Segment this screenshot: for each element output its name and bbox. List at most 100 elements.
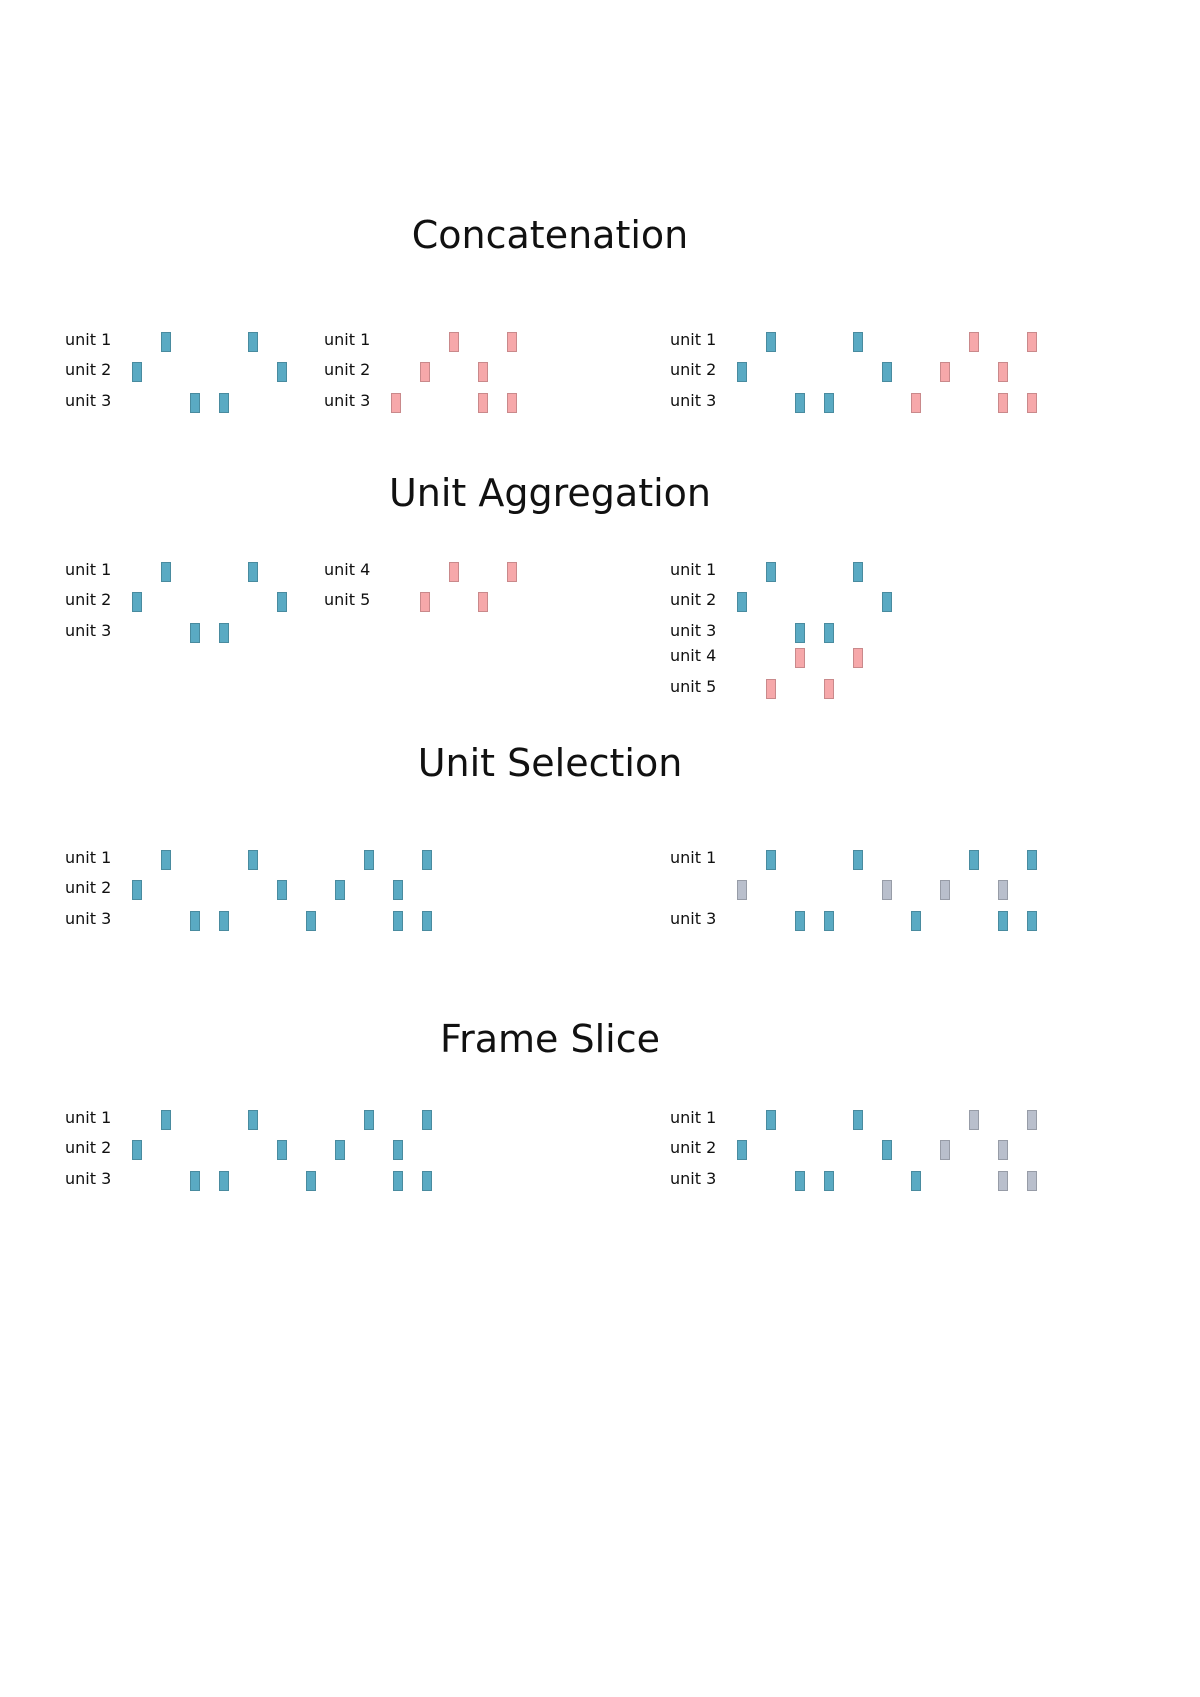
unit-label: unit 5 [670, 677, 717, 696]
spike-mark [449, 332, 459, 352]
spike-mark [277, 362, 287, 382]
spike-mark [824, 911, 834, 931]
spike-mark [882, 1140, 892, 1160]
unit-label: unit 1 [324, 330, 371, 349]
spike-mark [911, 1171, 921, 1191]
spike-mark [219, 623, 229, 643]
spike-mark [219, 911, 229, 931]
spike-mark [422, 911, 432, 931]
spike-mark [1027, 332, 1037, 352]
section-title: Frame Slice [440, 1017, 660, 1061]
unit-label: unit 3 [65, 1169, 112, 1188]
spike-mark [766, 1110, 776, 1130]
masked-spike [882, 880, 892, 900]
spike-mark [824, 679, 834, 699]
spike-mark [853, 1110, 863, 1130]
masked-spike [1027, 1110, 1037, 1130]
spike-mark [132, 880, 142, 900]
spike-mark [219, 1171, 229, 1191]
unit-label: unit 2 [324, 360, 371, 379]
spike-mark [911, 393, 921, 413]
masked-spike [940, 1140, 950, 1160]
spike-mark [1027, 393, 1037, 413]
spike-mark [766, 850, 776, 870]
unit-label: unit 1 [65, 848, 112, 867]
spike-mark [795, 911, 805, 931]
spike-mark [940, 362, 950, 382]
spike-mark [422, 1171, 432, 1191]
section-title: Concatenation [411, 213, 689, 257]
spike-mark [478, 362, 488, 382]
unit-label: unit 3 [670, 909, 717, 928]
spike-mark [824, 1171, 834, 1191]
spike-mark [248, 562, 258, 582]
spike-mark [853, 562, 863, 582]
spike-mark [306, 911, 316, 931]
spike-mark [161, 562, 171, 582]
unit-label: unit 2 [670, 1138, 717, 1157]
spike-mark [306, 1171, 316, 1191]
spike-mark [737, 592, 747, 612]
spike-mark [161, 332, 171, 352]
spike-mark [853, 648, 863, 668]
unit-label: unit 5 [324, 590, 371, 609]
spike-mark [795, 623, 805, 643]
unit-label: unit 1 [65, 330, 112, 349]
spike-mark [911, 911, 921, 931]
spike-mark [969, 332, 979, 352]
unit-label: unit 3 [670, 391, 717, 410]
unit-label: unit 2 [65, 590, 112, 609]
spike-mark [190, 623, 200, 643]
spike-mark [277, 880, 287, 900]
unit-label: unit 4 [324, 560, 371, 579]
masked-spike [998, 880, 1008, 900]
unit-label: unit 2 [65, 360, 112, 379]
spike-mark [478, 592, 488, 612]
spike-mark [393, 911, 403, 931]
spike-mark [507, 393, 517, 413]
spike-mark [795, 648, 805, 668]
spike-mark [248, 850, 258, 870]
spike-mark [766, 679, 776, 699]
unit-label: unit 3 [65, 391, 112, 410]
spike-mark [737, 362, 747, 382]
spike-mark [795, 1171, 805, 1191]
spike-mark [998, 911, 1008, 931]
spike-mark [737, 1140, 747, 1160]
spike-mark [1027, 911, 1037, 931]
spike-mark [420, 362, 430, 382]
spike-mark [277, 592, 287, 612]
spike-mark [824, 393, 834, 413]
spike-mark [507, 562, 517, 582]
masked-spike [1027, 1171, 1037, 1191]
spike-mark [824, 623, 834, 643]
masked-spike [969, 1110, 979, 1130]
unit-label: unit 2 [65, 878, 112, 897]
masked-spike [940, 880, 950, 900]
spike-mark [766, 562, 776, 582]
spike-mark [190, 393, 200, 413]
spike-mark [998, 393, 1008, 413]
unit-label: unit 1 [670, 330, 717, 349]
masked-spike [737, 880, 747, 900]
spike-mark [1027, 850, 1037, 870]
spike-mark [422, 1110, 432, 1130]
unit-label: unit 3 [670, 1169, 717, 1188]
spike-mark [766, 332, 776, 352]
spike-mark [853, 332, 863, 352]
spike-mark [190, 1171, 200, 1191]
unit-label: unit 4 [670, 646, 717, 665]
unit-label: unit 3 [65, 621, 112, 640]
unit-label: unit 2 [65, 1138, 112, 1157]
spike-mark [478, 393, 488, 413]
masked-spike [998, 1171, 1008, 1191]
unit-label: unit 1 [670, 848, 717, 867]
unit-label: unit 1 [670, 560, 717, 579]
unit-label: unit 1 [65, 560, 112, 579]
spike-mark [335, 880, 345, 900]
section-title: Unit Aggregation [388, 471, 712, 515]
spike-mark [882, 592, 892, 612]
spike-mark [998, 362, 1008, 382]
spike-mark [364, 850, 374, 870]
